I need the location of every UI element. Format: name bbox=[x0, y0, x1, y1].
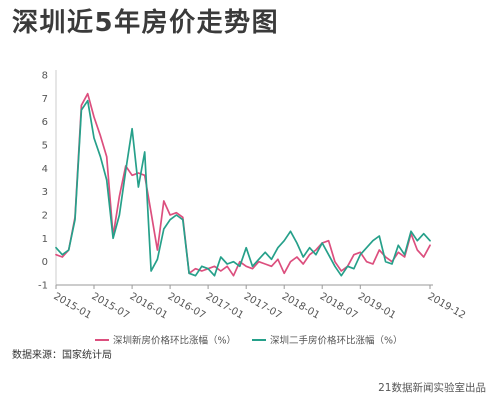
x-tick-label: 2018-01 bbox=[280, 291, 322, 321]
legend-label-second-hand: 深圳二手房价格环比涨幅（%） bbox=[270, 335, 403, 347]
y-tick-label: 3 bbox=[42, 187, 48, 198]
y-tick-label: 1 bbox=[42, 234, 48, 245]
y-tick-label: 5 bbox=[42, 141, 48, 152]
legend-label-new-home: 深圳新房价格环比涨幅（%） bbox=[113, 335, 236, 347]
x-tick-label: 2017-01 bbox=[204, 291, 246, 321]
series-line-second-hand bbox=[55, 99, 431, 277]
y-tick-label: 0 bbox=[42, 257, 48, 268]
chart-series bbox=[55, 92, 431, 277]
y-tick-label: 8 bbox=[42, 71, 48, 82]
data-source-note: 数据来源：国家统计局 bbox=[12, 350, 112, 361]
series-line-new-home bbox=[55, 92, 431, 277]
x-tick-label: 2018-07 bbox=[318, 291, 360, 321]
publisher-credit: 21数据新闻实验室出品 bbox=[378, 382, 486, 394]
x-tick-label: 2017-07 bbox=[242, 291, 284, 321]
y-tick-label: 7 bbox=[42, 94, 48, 105]
y-tick-label: -1 bbox=[38, 281, 48, 292]
x-tick-label: 2019-01 bbox=[356, 291, 398, 321]
x-tick-label: 2015-01 bbox=[52, 291, 94, 321]
x-tick-label: 2019-12 bbox=[426, 291, 468, 321]
x-tick-label: 2016-07 bbox=[166, 291, 208, 321]
chart-title: 深圳近5年房价走势图 bbox=[12, 8, 280, 38]
y-tick-label: 2 bbox=[42, 211, 48, 222]
chart-legend: 深圳新房价格环比涨幅（%） 深圳二手房价格环比涨幅（%） bbox=[95, 335, 403, 347]
x-tick-label: 2016-01 bbox=[128, 291, 170, 321]
chart-axes: -10123456782015-012015-072016-012016-072… bbox=[38, 70, 467, 321]
y-tick-label: 4 bbox=[42, 164, 48, 175]
y-tick-label: 6 bbox=[42, 117, 48, 128]
x-tick-label: 2015-07 bbox=[90, 291, 132, 321]
